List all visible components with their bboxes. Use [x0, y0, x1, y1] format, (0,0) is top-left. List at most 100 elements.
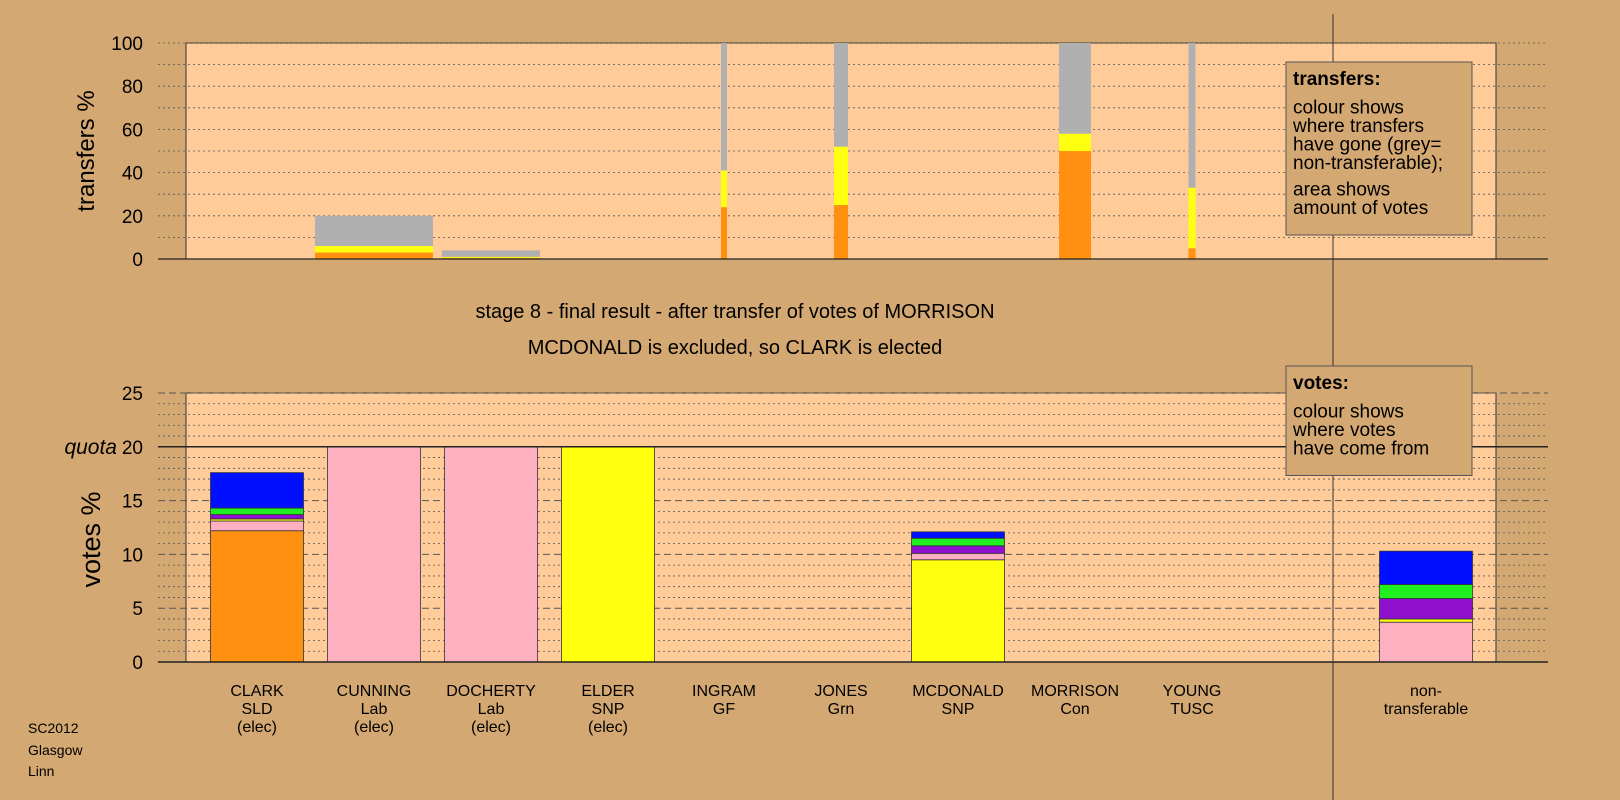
vote-bar-non-transferable-snp: [1379, 618, 1473, 623]
footer-line-election: SC2012: [28, 720, 79, 736]
transfer-bar-jones-sld: [834, 205, 848, 259]
candidate-label-jones-grn: JONES Grn: [814, 683, 867, 718]
candidate-party: SLD: [241, 701, 272, 718]
transfer-bar-ingram-sld: [721, 207, 727, 259]
candidate-name: DOCHERTY: [446, 683, 536, 700]
transfer-bar-cunning-snp: [315, 246, 433, 253]
votes-note-text: have come from: [1293, 439, 1429, 460]
candidate-label-mcdonald-snp: MCDONALD SNP: [912, 683, 1004, 718]
vote-bar-clark-con: [210, 472, 304, 509]
vote-bar-mcdonald-lab: [911, 552, 1005, 561]
candidate-label-clark-sld: CLARK SLD (elec): [230, 683, 284, 736]
candidate-name: JONES: [814, 683, 867, 700]
candidate-label-young-tusc: YOUNG TUSC: [1163, 683, 1222, 718]
candidate-name: MCDONALD: [912, 683, 1004, 700]
candidate-name: CUNNING: [337, 683, 412, 700]
vote-bar-mcdonald-grn: [911, 537, 1005, 547]
transfers-note-text: amount of votes: [1293, 198, 1428, 219]
transfers-note-box: [1285, 61, 1473, 236]
vote-bar-non-transferable-lab: [1379, 621, 1473, 663]
votes-y-tick-label: 25: [122, 384, 143, 405]
transfers-note-text: colour shows: [1293, 98, 1404, 119]
candidate-status: (elec): [471, 719, 511, 736]
transfer-bar-cunning-sld: [315, 252, 433, 259]
transfers-y-tick-label: 100: [111, 34, 143, 55]
candidate-party: transferable: [1384, 701, 1469, 718]
transfers-note-text: area shows: [1293, 180, 1390, 201]
candidate-name: YOUNG: [1163, 683, 1222, 700]
votes-note-text: where votes: [1292, 420, 1395, 441]
candidate-name: non-: [1410, 683, 1442, 700]
vote-bar-clark-lab: [210, 520, 304, 532]
transfers-note-text: where transfers: [1292, 116, 1424, 137]
transfers-y-tick-label: 0: [132, 250, 143, 271]
candidate-label-docherty-lab: DOCHERTY Lab (elec): [446, 683, 536, 736]
votes-y-tick-label: 15: [122, 492, 143, 513]
footer-line-ward: Linn: [28, 763, 55, 779]
transfer-bar-ingram-snp: [721, 170, 727, 208]
transfers-note-text: non-transferable);: [1293, 153, 1443, 174]
votes-note-heading: votes:: [1293, 373, 1349, 394]
candidate-party: Lab: [478, 701, 505, 718]
candidate-party: Lab: [361, 701, 388, 718]
vote-bar-non-transferable-gf: [1379, 598, 1473, 620]
transfer-bar-cunning-non-transferable: [315, 215, 433, 247]
candidate-name: CLARK: [230, 683, 284, 700]
footer: SC2012 Glasgow Linn: [28, 718, 82, 783]
transfer-bar-morrison-sld: [1059, 151, 1091, 259]
votes-y-tick-label: 0: [132, 653, 143, 674]
vote-bar-clark-gf: [210, 514, 304, 520]
transfer-bar-young-non-transferable: [1188, 43, 1196, 188]
quota-label: quota: [64, 436, 117, 459]
candidate-status: (elec): [354, 719, 394, 736]
candidate-party: SNP: [942, 701, 975, 718]
transfer-bar-morrison-snp: [1059, 133, 1091, 151]
transfers-note-text: have gone (grey=: [1293, 135, 1441, 156]
vote-bar-non-transferable-con: [1379, 550, 1473, 585]
candidate-label-non-transferable: non-transferable: [1384, 683, 1469, 718]
candidate-label-morrison-con: MORRISON Con: [1031, 683, 1119, 718]
vote-bar-non-transferable-grn: [1379, 584, 1473, 599]
candidate-label-ingram-gf: INGRAM GF: [692, 683, 756, 718]
transfer-bar-docherty-snp: [442, 256, 540, 258]
candidate-name: INGRAM: [692, 683, 756, 700]
candidate-label-elder-snp: ELDER SNP (elec): [581, 683, 634, 736]
vote-bar-elder-snp: [561, 446, 655, 663]
vote-bar-clark-grn: [210, 507, 304, 515]
candidate-party: SNP: [592, 701, 625, 718]
candidate-party: TUSC: [1170, 701, 1214, 718]
transfer-bar-young-snp: [1188, 187, 1196, 249]
vote-bar-docherty-lab: [444, 446, 538, 663]
votes-y-tick-label: 5: [132, 599, 143, 620]
transfers-y-tick-label: 40: [122, 164, 143, 185]
transfer-bar-young-sld: [1188, 248, 1196, 259]
transfer-bar-ingram-non-transferable: [721, 43, 727, 171]
stage-title: stage 8 - final result - after transfer …: [475, 301, 994, 323]
candidate-name: MORRISON: [1031, 683, 1119, 700]
candidate-status: (elec): [588, 719, 628, 736]
candidate-status: (elec): [237, 719, 277, 736]
candidate-label-cunning-lab: CUNNING Lab (elec): [337, 683, 412, 736]
votes-note-box: [1285, 365, 1473, 476]
stage-subtitle: MCDONALD is excluded, so CLARK is electe…: [528, 337, 943, 359]
candidate-party: Con: [1060, 701, 1089, 718]
candidate-party: Grn: [828, 701, 855, 718]
candidate-name: ELDER: [581, 683, 634, 700]
transfer-bar-jones-non-transferable: [834, 43, 848, 147]
vote-bar-mcdonald-snp: [911, 559, 1005, 663]
footer-line-city: Glasgow: [28, 741, 83, 758]
transfers-note-heading: transfers:: [1293, 69, 1381, 90]
votes-note-text: colour shows: [1293, 402, 1404, 423]
transfers-y-tick-label: 80: [122, 77, 143, 98]
transfer-bar-docherty-non-transferable: [442, 250, 540, 257]
votes-y-axis-label: votes %: [76, 491, 106, 587]
transfers-y-axis-label: transfers %: [73, 90, 100, 211]
vote-bar-cunning-lab: [327, 446, 421, 663]
votes-y-tick-label: 10: [122, 545, 143, 566]
transfers-y-tick-label: 60: [122, 120, 143, 141]
transfer-bar-morrison-non-transferable: [1059, 43, 1091, 134]
